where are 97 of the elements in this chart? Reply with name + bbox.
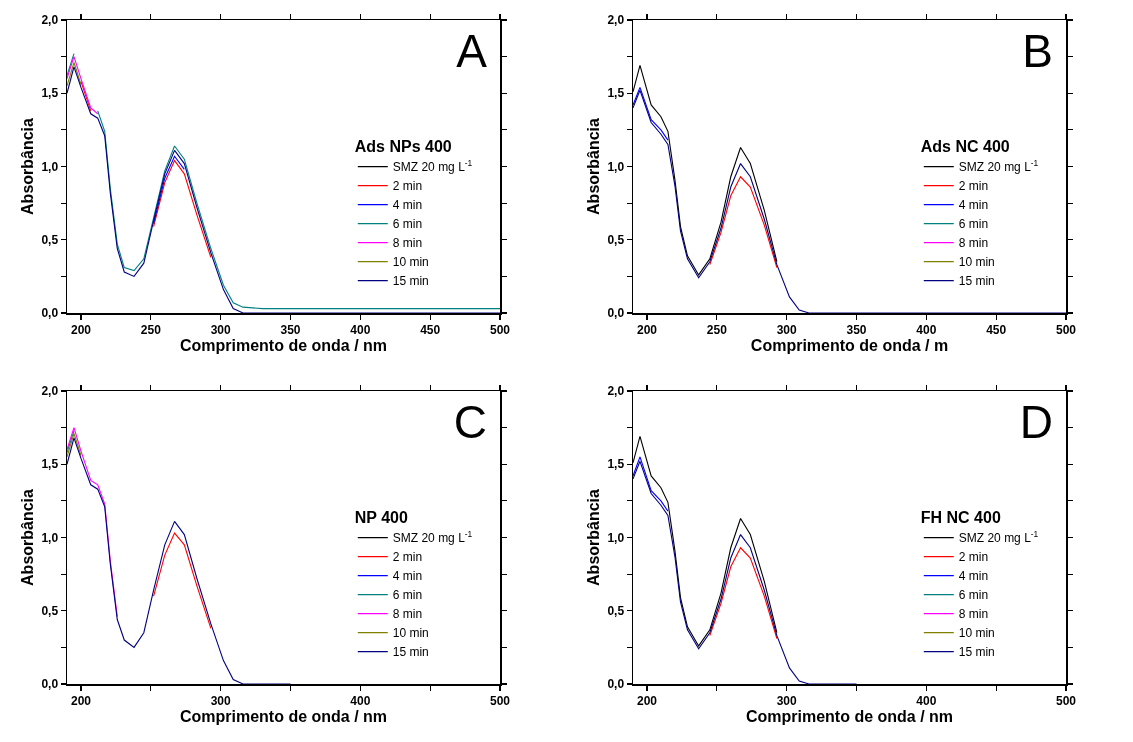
line-series bbox=[633, 460, 858, 684]
y-tick-label: 1,0 bbox=[41, 159, 59, 174]
legend-label: 4 min bbox=[392, 569, 423, 584]
x-tick-label: 300 bbox=[210, 322, 231, 337]
x-tick-label: 500 bbox=[489, 693, 511, 708]
x-tick-label: 200 bbox=[636, 322, 658, 337]
legend-label: 4 min bbox=[392, 198, 423, 213]
y-tick-label: 2,0 bbox=[607, 384, 625, 399]
y-axis-title: Absorbância bbox=[18, 117, 36, 215]
legend-label: 6 min bbox=[958, 217, 989, 232]
x-tick-label: 400 bbox=[350, 322, 371, 337]
legend-label: 2 min bbox=[958, 550, 989, 565]
legend-label: 10 min bbox=[392, 255, 429, 270]
x-axis-title: Comprimento de onda / m bbox=[750, 336, 949, 354]
x-axis-title: Comprimento de onda / nm bbox=[179, 707, 388, 725]
y-tick-label: 1,5 bbox=[41, 86, 59, 101]
legend-label: 6 min bbox=[958, 588, 989, 603]
x-tick-label: 450 bbox=[986, 322, 1007, 337]
line-series bbox=[153, 532, 212, 629]
y-tick-label: 1,5 bbox=[41, 457, 59, 472]
y-tick-label: 1,0 bbox=[607, 530, 625, 545]
line-series bbox=[633, 89, 1066, 313]
chart-title: C bbox=[453, 395, 488, 448]
legend-label: 2 min bbox=[392, 179, 423, 194]
y-tick-label: 0,5 bbox=[607, 603, 625, 618]
y-tick-label: 0,5 bbox=[41, 603, 59, 618]
line-series bbox=[633, 86, 669, 141]
y-tick-label: 2,0 bbox=[41, 384, 59, 399]
y-tick-label: 0,5 bbox=[41, 232, 59, 247]
legend-label: SMZ 20 mg L$^{-1}$ bbox=[958, 529, 1039, 546]
line-series bbox=[67, 437, 292, 684]
y-tick-label: 1,0 bbox=[41, 530, 59, 545]
legend-label: 10 min bbox=[392, 626, 429, 641]
legend-label: 8 min bbox=[958, 236, 989, 251]
x-tick-label: 200 bbox=[70, 322, 92, 337]
x-tick-label: 200 bbox=[636, 693, 658, 708]
legend-label: 2 min bbox=[392, 550, 423, 565]
legend-label: SMZ 20 mg L$^{-1}$ bbox=[392, 529, 473, 546]
legend-title: Ads NPs 400 bbox=[354, 138, 452, 156]
x-tick-label: 400 bbox=[916, 693, 937, 708]
y-axis-title: Absorbância bbox=[584, 117, 602, 215]
line-series bbox=[67, 427, 118, 618]
legend-label: 6 min bbox=[392, 217, 423, 232]
y-tick-label: 0,0 bbox=[607, 677, 625, 692]
line-series bbox=[709, 176, 778, 269]
x-tick-label: 250 bbox=[706, 322, 728, 337]
legend-label: 15 min bbox=[958, 645, 995, 660]
legend-label: 10 min bbox=[958, 255, 995, 270]
y-tick-label: 2,0 bbox=[41, 13, 59, 28]
legend-label: 4 min bbox=[958, 198, 989, 213]
x-tick-label: 400 bbox=[916, 322, 937, 337]
y-axis-title: Absorbância bbox=[584, 488, 602, 586]
y-tick-label: 1,5 bbox=[607, 86, 625, 101]
legend-label: 8 min bbox=[392, 236, 423, 251]
y-tick-label: 0,0 bbox=[607, 306, 625, 321]
legend-label: 6 min bbox=[392, 588, 423, 603]
line-series bbox=[633, 456, 669, 512]
x-tick-label: 450 bbox=[420, 322, 441, 337]
chart-title: D bbox=[1019, 395, 1054, 448]
x-axis-title: Comprimento de onda / nm bbox=[179, 336, 388, 354]
x-tick-label: 300 bbox=[776, 693, 797, 708]
x-tick-label: 300 bbox=[776, 322, 797, 337]
legend-label: 2 min bbox=[958, 179, 989, 194]
x-tick-label: 250 bbox=[140, 322, 162, 337]
legend-label: 4 min bbox=[958, 569, 989, 584]
y-tick-label: 2,0 bbox=[607, 13, 625, 28]
y-tick-label: 1,5 bbox=[607, 457, 625, 472]
legend-label: 15 min bbox=[392, 645, 429, 660]
y-tick-label: 1,0 bbox=[607, 159, 625, 174]
legend-label: 15 min bbox=[958, 274, 995, 289]
y-tick-label: 0,0 bbox=[41, 677, 59, 692]
x-tick-label: 350 bbox=[280, 322, 301, 337]
legend-label: 10 min bbox=[958, 626, 995, 641]
x-tick-label: 300 bbox=[210, 693, 231, 708]
line-series bbox=[153, 155, 185, 225]
x-tick-label: 400 bbox=[350, 693, 371, 708]
x-tick-label: 350 bbox=[846, 322, 867, 337]
x-tick-label: 500 bbox=[1055, 322, 1077, 337]
x-tick-label: 500 bbox=[489, 322, 511, 337]
y-axis-title: Absorbância bbox=[18, 488, 36, 586]
y-tick-label: 0,5 bbox=[607, 232, 625, 247]
x-axis-title: Comprimento de onda / nm bbox=[745, 707, 954, 725]
line-series bbox=[709, 547, 778, 640]
legend-label: 8 min bbox=[958, 607, 989, 622]
legend-title: Ads NC 400 bbox=[920, 138, 1010, 156]
legend-title: NP 400 bbox=[354, 509, 408, 527]
legend-title: FH NC 400 bbox=[920, 509, 1001, 527]
legend-label: SMZ 20 mg L$^{-1}$ bbox=[958, 158, 1039, 175]
legend-label: 8 min bbox=[392, 607, 423, 622]
y-tick-label: 0,0 bbox=[41, 306, 59, 321]
x-tick-label: 200 bbox=[70, 693, 92, 708]
legend-label: 15 min bbox=[392, 274, 429, 289]
legend-label: SMZ 20 mg L$^{-1}$ bbox=[392, 158, 473, 175]
line-series bbox=[67, 56, 99, 115]
chart-title: A bbox=[456, 24, 488, 77]
chart-title: B bbox=[1022, 24, 1054, 77]
x-tick-label: 500 bbox=[1055, 693, 1077, 708]
